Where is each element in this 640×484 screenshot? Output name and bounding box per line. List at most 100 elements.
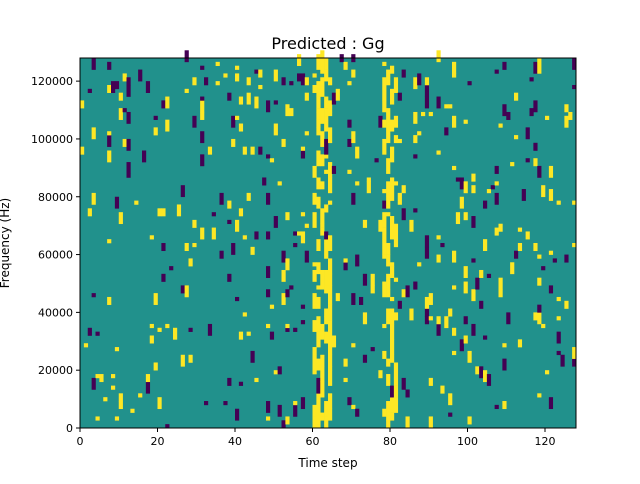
heatmap-cell — [347, 81, 352, 86]
heatmap-cell — [118, 393, 123, 402]
heatmap-cell — [405, 389, 410, 398]
heatmap-cell — [452, 73, 457, 78]
heatmap-cell — [297, 231, 302, 236]
heatmap-cell — [320, 181, 325, 186]
heatmap-cell — [138, 69, 143, 82]
heatmap-cell — [246, 92, 251, 105]
heatmap-cell — [200, 65, 205, 70]
heatmap-cell — [122, 108, 127, 113]
heatmap-cell — [223, 401, 228, 406]
heatmap-cell — [250, 350, 255, 363]
chart-title: Predicted : Gg — [271, 34, 384, 53]
heatmap-cell — [436, 316, 441, 325]
heatmap-cell — [452, 165, 457, 171]
heatmap-cell — [320, 92, 325, 97]
heatmap-cell — [533, 142, 538, 151]
heatmap-cell — [328, 77, 333, 86]
heatmap-cell — [320, 65, 325, 74]
heatmap-cell — [564, 104, 569, 113]
heatmap-cell — [537, 254, 542, 259]
heatmap-cell — [452, 327, 457, 336]
heatmap-cell — [184, 50, 189, 63]
x-tick-label: 0 — [77, 435, 84, 448]
heatmap-cell — [95, 331, 100, 336]
heatmap-cell — [211, 227, 216, 240]
heatmap-cell — [467, 81, 472, 86]
heatmap-cell — [328, 111, 333, 117]
heatmap-cell — [312, 212, 317, 228]
heatmap-cell — [382, 61, 387, 67]
heatmap-cell — [161, 243, 166, 252]
heatmap-cell — [188, 258, 193, 267]
heatmap-cell — [227, 219, 232, 225]
heatmap-cell — [386, 358, 391, 367]
heatmap-cell — [316, 331, 321, 348]
heatmap-cell — [390, 339, 395, 356]
heatmap-cell — [413, 77, 418, 90]
heatmap-cell — [347, 119, 352, 128]
y-tick-label: 40000 — [38, 306, 73, 319]
heatmap-cell — [494, 192, 499, 205]
heatmap-cell — [242, 146, 247, 155]
heatmap-cell — [316, 377, 321, 394]
heatmap-cell — [533, 61, 538, 74]
heatmap-cell — [424, 308, 430, 317]
heatmap-cell — [452, 250, 457, 263]
heatmap-cell — [382, 408, 387, 417]
heatmap-cell — [510, 162, 515, 167]
heatmap-cell — [328, 339, 333, 356]
heatmap-cell — [455, 177, 461, 182]
heatmap-cell — [421, 111, 426, 117]
heatmap-cell — [343, 262, 348, 271]
heatmap-cell — [316, 96, 321, 109]
heatmap-cell — [114, 416, 120, 421]
heatmap-cell — [424, 246, 430, 259]
heatmap-cell — [312, 416, 317, 429]
heatmap-cell — [142, 150, 147, 163]
heatmap-cell — [324, 138, 329, 155]
heatmap-cell — [401, 377, 406, 390]
heatmap-cell — [413, 135, 418, 144]
heatmap-cell — [502, 358, 507, 371]
heatmap-cell — [328, 320, 333, 336]
heatmap-cell — [320, 416, 325, 421]
heatmap-cell — [293, 243, 298, 248]
heatmap-cell — [382, 138, 387, 155]
heatmap-cell — [529, 77, 534, 82]
heatmap-cell — [463, 212, 468, 221]
heatmap-cell — [390, 273, 395, 278]
heatmap-cell — [545, 370, 550, 375]
heatmap-cell — [200, 96, 205, 101]
heatmap-cell — [316, 196, 321, 209]
heatmap-cell — [103, 397, 108, 402]
heatmap-cell — [359, 296, 364, 305]
heatmap-cell — [149, 235, 154, 240]
heatmap-cell — [386, 119, 391, 128]
heatmap-cell — [390, 88, 395, 101]
heatmap-cell — [80, 146, 85, 155]
heatmap-cell — [471, 323, 476, 336]
heatmap-cell — [258, 69, 263, 78]
heatmap-cell — [548, 165, 554, 178]
heatmap-cell — [382, 119, 387, 128]
heatmap-cell — [335, 293, 340, 302]
heatmap-cell — [316, 285, 321, 290]
heatmap-cell — [347, 169, 352, 174]
heatmap-cell — [300, 146, 306, 151]
heatmap-cell — [91, 58, 96, 70]
heatmap-cell — [494, 69, 499, 74]
heatmap-cell — [266, 100, 271, 113]
heatmap-cell — [324, 243, 329, 259]
heatmap-cell — [250, 146, 255, 155]
heatmap-cell — [153, 115, 158, 120]
heatmap-cell — [273, 100, 278, 105]
heatmap-cell — [378, 219, 383, 232]
heatmap-cell — [440, 385, 445, 394]
heatmap-cell — [215, 61, 220, 67]
heatmap-cell — [227, 377, 232, 386]
heatmap-cell — [266, 401, 271, 413]
heatmap-cell — [490, 185, 495, 190]
heatmap-cell — [300, 212, 306, 217]
heatmap-cell — [471, 185, 476, 194]
heatmap-cell — [161, 100, 166, 109]
